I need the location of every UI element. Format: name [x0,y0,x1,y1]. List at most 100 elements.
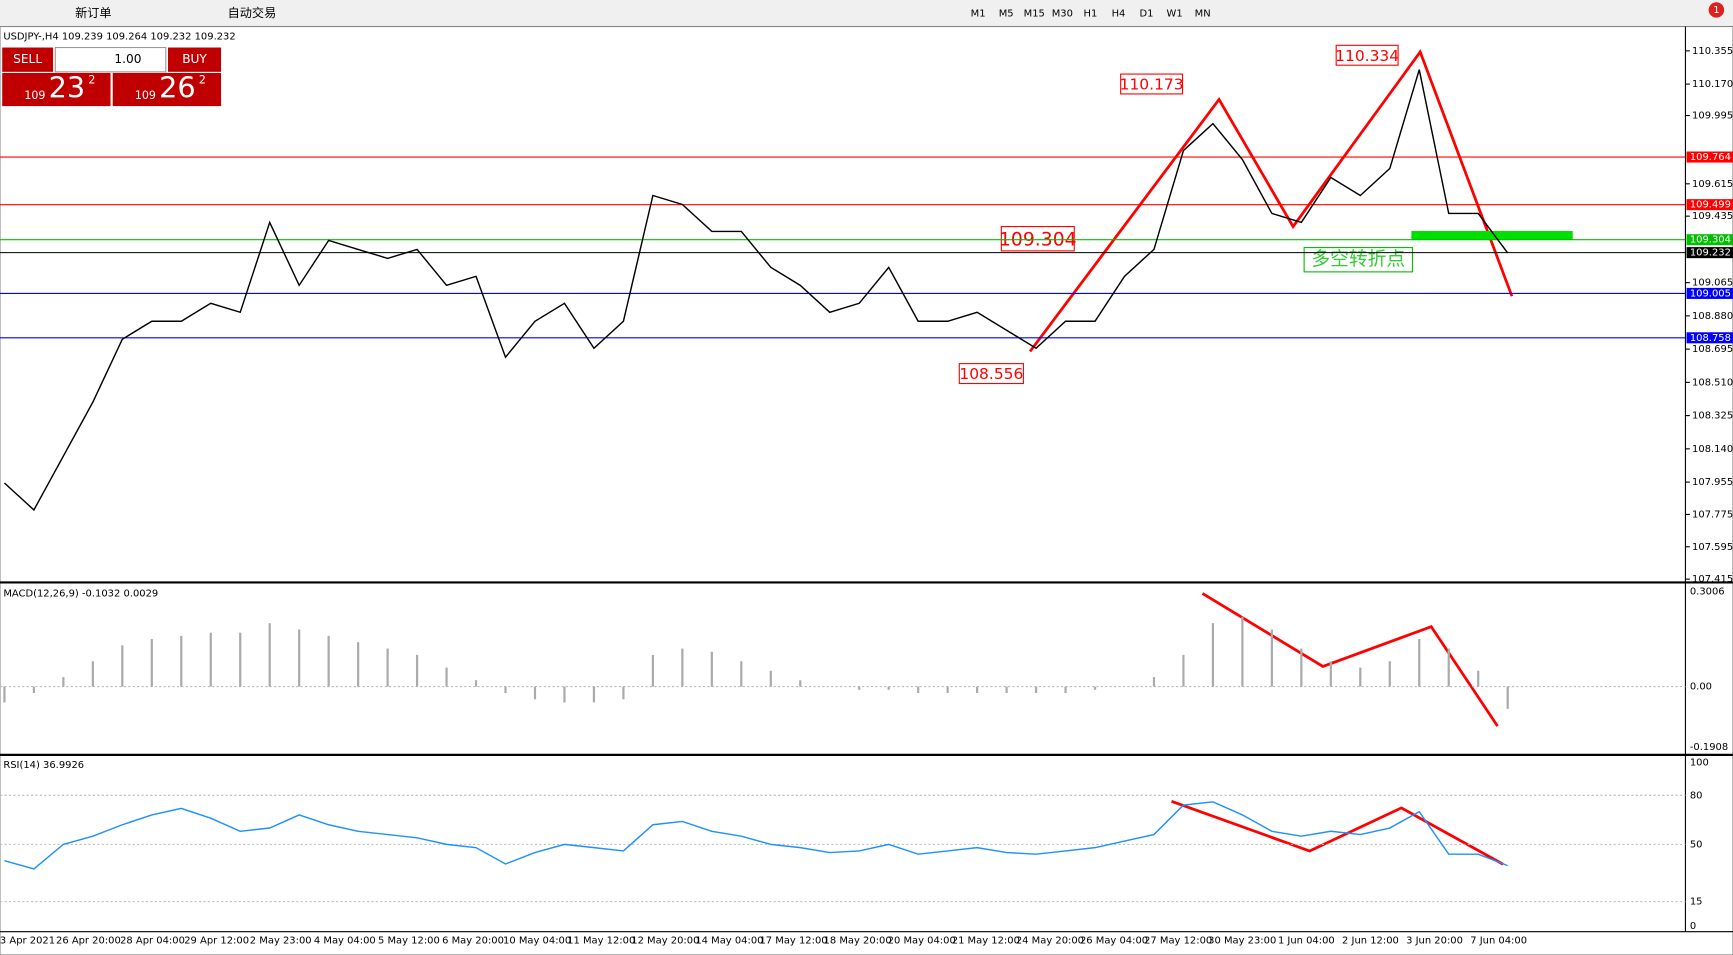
time-label: 30 May 23:00 [1208,936,1276,947]
rsi-title: RSI(14) 36.9926 [3,760,84,771]
macd-tick-label: -0.1908 [1690,742,1728,753]
level-tag [1686,151,1733,163]
bid-prefix: 109 [24,89,45,102]
time-label: 28 Apr 04:00 [120,936,185,947]
lots-input[interactable] [54,46,167,73]
macd-title: MACD(12,26,9) -0.1032 0.0029 [3,588,158,599]
price-tick-label: 109.435 [1692,211,1733,222]
rsi-tick-label: 80 [1690,790,1703,801]
pivot-bar [1411,230,1573,240]
macd-arrows [1201,592,1499,727]
time-label: 2 May 23:00 [250,936,312,947]
toolbar [0,0,1733,27]
timeframe-button[interactable]: W1 [1167,8,1183,19]
price-tick-label: 110.170 [1692,79,1733,90]
level-tag [1686,332,1733,344]
time-label: 7 Jun 04:00 [1470,936,1527,947]
sell-label: SELL [13,52,42,66]
timeframe-button[interactable]: MN [1195,8,1211,19]
time-label: 26 Apr 20:00 [56,936,121,947]
chart-area [0,25,1733,955]
buy-price[interactable] [112,72,222,107]
timeframe-button[interactable]: M1 [971,8,986,19]
price-tick-label: 108.325 [1692,411,1733,422]
auto-trade-button[interactable]: 自动交易 [228,5,277,20]
lots-value: 1.00 [114,52,141,66]
price-tick-label: 107.415 [1692,574,1733,585]
rsi-tick-label: 0 [1690,921,1696,932]
price-arrows [1028,49,1514,353]
macd-tick-label: 0.3006 [1690,586,1725,597]
timeframe-button[interactable]: M15 [1024,8,1045,19]
macd-tick-label: 0.00 [1690,682,1712,693]
level-label: 109.005 [1690,288,1731,299]
high1-label: 110.173 [1120,76,1184,94]
level-tag [1686,287,1733,299]
price-line [3,69,1509,512]
time-label: 23 Apr 2021 [0,936,55,947]
time-label: 2 Jun 12:00 [1342,936,1399,947]
ask-prefix: 109 [135,89,156,102]
high2-label: 110.334 [1335,47,1399,65]
annotation-arrows [1028,49,1514,866]
time-label: 29 Apr 12:00 [184,936,249,947]
pivot-text: 多空转折点 [1311,248,1405,270]
timeframe-button[interactable]: M30 [1052,8,1073,19]
level-label: 109.304 [1690,235,1731,246]
low-label: 108.556 [959,365,1023,383]
alert-badge[interactable] [1708,2,1725,18]
time-label: 20 May 04:00 [888,936,956,947]
bid-main: 23 [49,71,86,105]
time-label: 3 Jun 20:00 [1406,936,1463,947]
timeframe-button[interactable]: H4 [1112,8,1126,19]
time-label: 1 Jun 04:00 [1278,936,1335,947]
price-tick-label: 109.615 [1692,179,1733,190]
level-tag [1686,247,1733,259]
rsi-line [4,801,1508,870]
ask-main: 26 [159,71,196,105]
one-click-panel: SELL 1.00 BUY 109 23 2 109 26 2 [2,46,222,107]
sell-button[interactable] [2,47,54,72]
time-label: 18 May 20:00 [824,936,892,947]
rsi-arrows [1171,799,1504,866]
time-label: 12 May 20:00 [631,936,699,947]
annotation-box [1303,247,1413,273]
price-tick-label: 109.065 [1692,278,1733,289]
level-label: 108.758 [1690,333,1731,344]
time-label: 5 May 12:00 [378,936,440,947]
new-order-button[interactable]: 新订单 [75,5,111,20]
time-label: 14 May 04:00 [695,936,763,947]
price-tick-label: 107.955 [1692,477,1733,488]
ask-sup: 2 [199,74,206,87]
symbol-info: USDJPY-,H4 109.239 109.264 109.232 109.2… [3,31,235,42]
time-label: 11 May 12:00 [567,936,635,947]
timeframe-button[interactable]: M5 [999,8,1014,19]
price-tick-label: 108.140 [1692,444,1733,455]
price-tick-label: 107.775 [1692,509,1733,520]
timeframe-button[interactable]: H1 [1083,8,1097,19]
rsi-tick-label: 15 [1690,897,1703,908]
level-tag [1686,234,1733,246]
time-label: 10 May 04:00 [503,936,571,947]
annotation-box [1000,226,1075,252]
rsi-tick-label: 100 [1690,758,1709,769]
time-label: 24 May 20:00 [1016,936,1084,947]
bid-sup: 2 [88,74,95,87]
rsi-tick-label: 50 [1690,839,1703,850]
annotation-box [958,363,1024,385]
price-tick-label: 108.510 [1692,377,1733,388]
level-label: 109.499 [1690,200,1731,211]
alert-count: 1 [1713,5,1719,16]
sell-price[interactable] [2,72,111,107]
timeframe-button[interactable]: D1 [1140,8,1154,19]
price-tick-label: 109.995 [1692,111,1733,122]
buy-button[interactable] [167,47,222,72]
time-label: 21 May 12:00 [952,936,1020,947]
buy-label: BUY [182,52,207,66]
time-label: 26 May 04:00 [1080,936,1148,947]
price-tick-label: 110.355 [1692,46,1733,57]
annotation-box [1120,73,1184,95]
